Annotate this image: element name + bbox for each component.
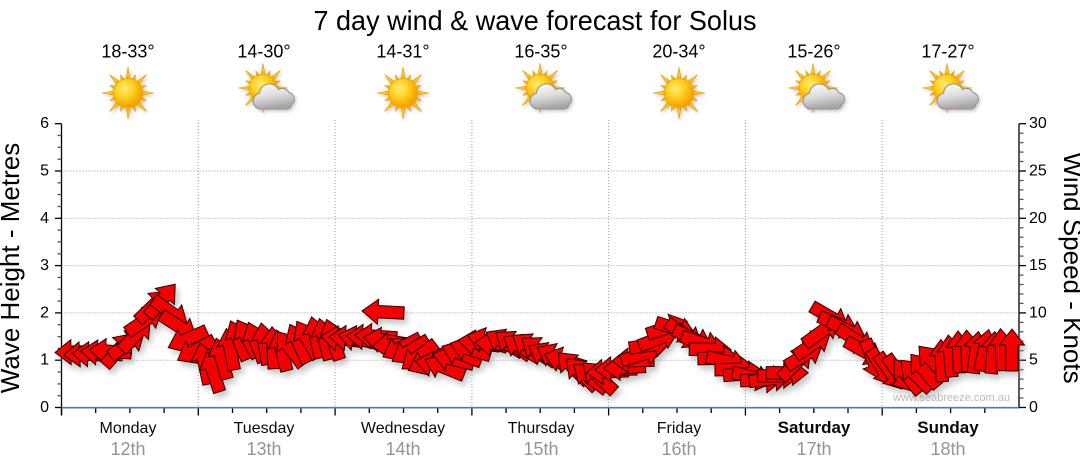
svg-text:20-34°: 20-34°	[652, 42, 705, 62]
svg-text:14-31°: 14-31°	[376, 42, 429, 62]
svg-text:17-27°: 17-27°	[921, 42, 974, 62]
svg-text:12th: 12th	[110, 439, 145, 459]
svg-text:17th: 17th	[796, 439, 831, 459]
svg-text:15-26°: 15-26°	[787, 42, 840, 62]
svg-text:Friday: Friday	[657, 420, 701, 437]
svg-text:Wave Height - Metres: Wave Height - Metres	[0, 143, 25, 393]
svg-text:Sunday: Sunday	[917, 418, 979, 437]
svg-text:20: 20	[1029, 210, 1047, 227]
svg-text:5: 5	[40, 163, 49, 180]
svg-text:16th: 16th	[661, 439, 696, 459]
svg-text:14-30°: 14-30°	[237, 42, 290, 62]
svg-text:30: 30	[1029, 115, 1047, 132]
svg-text:16-35°: 16-35°	[514, 42, 567, 62]
svg-text:7 day wind & wave forecast for: 7 day wind & wave forecast for Solus	[314, 5, 757, 36]
svg-text:13th: 13th	[246, 439, 281, 459]
svg-text:18th: 18th	[930, 439, 965, 459]
svg-text:Wednesday: Wednesday	[361, 420, 445, 437]
svg-text:2: 2	[40, 304, 49, 321]
svg-text:Thursday: Thursday	[508, 420, 575, 437]
svg-text:15th: 15th	[523, 439, 558, 459]
svg-text:5: 5	[1029, 352, 1038, 369]
svg-text:14th: 14th	[385, 439, 420, 459]
svg-text:6: 6	[40, 115, 49, 132]
svg-text:Tuesday: Tuesday	[234, 420, 295, 437]
svg-text:Saturday: Saturday	[778, 418, 851, 437]
svg-text:25: 25	[1029, 163, 1047, 180]
svg-text:1: 1	[40, 352, 49, 369]
svg-text:0: 0	[1029, 399, 1038, 416]
svg-text:www.seabreeze.com.au: www.seabreeze.com.au	[892, 392, 1010, 404]
svg-text:10: 10	[1029, 304, 1047, 321]
svg-text:0: 0	[40, 399, 49, 416]
svg-text:15: 15	[1029, 257, 1047, 274]
svg-text:4: 4	[40, 210, 49, 227]
svg-text:Monday: Monday	[100, 420, 157, 437]
svg-text:3: 3	[40, 257, 49, 274]
svg-text:18-33°: 18-33°	[101, 42, 154, 62]
svg-text:Wind Speed - Knots: Wind Speed - Knots	[1058, 152, 1080, 383]
